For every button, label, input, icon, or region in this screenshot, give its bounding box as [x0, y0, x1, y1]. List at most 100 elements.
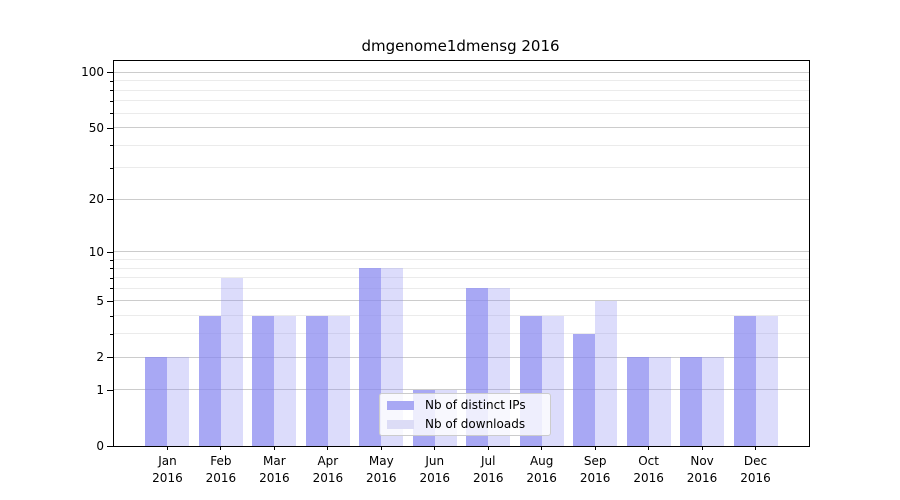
y-tick-label-10: 10	[88, 244, 104, 259]
x-tick-label-jun: Jun 2016	[403, 453, 467, 487]
x-tick-label-mar: Mar 2016	[242, 453, 306, 487]
year-label: 2016	[633, 471, 664, 485]
y-gridline-5	[114, 300, 809, 302]
year-label: 2016	[472, 471, 504, 485]
year-label: 2016	[686, 471, 718, 485]
month-label: Nov	[690, 454, 714, 468]
x-tick-sep	[594, 446, 596, 450]
y-minor-gridline-7	[114, 277, 809, 279]
legend-swatch	[387, 400, 414, 410]
y-tick-label-20: 20	[88, 192, 104, 207]
y-minor-tick-7	[110, 277, 113, 279]
x-tick-label-apr: Apr 2016	[296, 453, 360, 487]
month-label: Jul	[480, 454, 496, 468]
y-gridline-50	[114, 127, 809, 129]
y-tick-10	[107, 251, 113, 253]
y-tick-label-2: 2	[96, 350, 104, 365]
y-minor-tick-3	[110, 333, 113, 335]
y-tick-label-100: 100	[81, 65, 104, 80]
y-minor-tick-8	[110, 268, 113, 270]
bar-nb-of-distinct-ips-mar	[252, 315, 275, 446]
year-label: 2016	[152, 471, 183, 485]
x-tick-label-oct: Oct 2016	[617, 453, 681, 487]
bar-nb-of-downloads-jan	[167, 357, 190, 446]
x-tick-label-jul: Jul 2016	[456, 453, 520, 487]
y-tick-100	[107, 72, 113, 74]
bar-nb-of-distinct-ips-jan	[145, 357, 168, 446]
y-minor-gridline-60	[114, 112, 809, 114]
year-label: 2016	[259, 471, 290, 485]
month-label: Jun	[425, 454, 445, 468]
legend-label: Nb of distinct IPs	[425, 398, 526, 412]
month-label: May	[368, 454, 394, 468]
y-tick-20	[107, 199, 113, 201]
y-minor-tick-6	[110, 288, 113, 290]
year-label: 2016	[419, 471, 451, 485]
y-tick-label-1: 1	[96, 382, 104, 397]
x-tick-feb	[220, 446, 222, 450]
x-tick-dec	[755, 446, 757, 450]
x-tick-label-feb: Feb 2016	[189, 453, 253, 487]
y-gridline-10	[114, 251, 809, 253]
x-tick-label-jan: Jan 2016	[135, 453, 199, 487]
year-label: 2016	[312, 471, 344, 485]
x-tick-apr	[327, 446, 329, 450]
y-gridline-20	[114, 198, 809, 200]
y-gridline-1	[114, 389, 809, 391]
x-tick-jul	[487, 446, 489, 450]
x-tick-label-nov: Nov 2016	[670, 453, 734, 487]
legend-item: Nb of distinct IPs	[380, 397, 550, 414]
bar-nb-of-downloads-oct	[648, 357, 671, 446]
y-tick-label-5: 5	[96, 293, 104, 308]
month-label: Aug	[529, 454, 554, 468]
plot-area: 0 1 2 5 10 20 50 100 Jan 2016 Feb 2016 Mar 2016 Apr 201…	[81, 60, 810, 485]
x-tick-mar	[273, 446, 275, 450]
x-tick-nov	[701, 446, 703, 450]
y-minor-gridline-6	[114, 287, 809, 289]
y-minor-tick-40	[110, 145, 113, 147]
bar-nb-of-distinct-ips-dec	[733, 315, 756, 446]
month-label: Jan	[158, 454, 177, 468]
x-tick-label-sep: Sep 2016	[563, 453, 627, 487]
x-tick-oct	[648, 446, 650, 450]
y-minor-gridline-3	[114, 333, 809, 335]
y-minor-tick-30	[110, 167, 113, 169]
y-tick-5	[107, 300, 113, 302]
x-tick-label-aug: Aug 2016	[510, 453, 574, 487]
bar-nb-of-downloads-mar	[274, 315, 297, 446]
y-tick-2	[107, 357, 113, 359]
month-label: Apr	[317, 454, 339, 468]
bar-nb-of-downloads-nov	[702, 357, 725, 446]
year-label: 2016	[526, 471, 557, 485]
y-minor-tick-90	[110, 80, 113, 82]
year-label: 2016	[366, 471, 397, 485]
y-minor-tick-4	[110, 315, 113, 317]
month-label: Mar	[263, 454, 286, 468]
bar-nb-of-distinct-ips-apr	[305, 315, 328, 446]
y-minor-gridline-40	[114, 144, 809, 146]
y-minor-gridline-80	[114, 89, 809, 91]
y-gridline-100	[114, 71, 809, 73]
x-tick-aug	[541, 446, 543, 450]
bar-nb-of-downloads-dec	[755, 315, 778, 446]
bar-nb-of-downloads-sep	[595, 300, 618, 446]
y-minor-tick-9	[110, 259, 113, 261]
month-label: Oct	[638, 454, 659, 468]
y-minor-tick-60	[110, 113, 113, 115]
y-tick-50	[107, 127, 113, 129]
y-minor-gridline-9	[114, 259, 809, 260]
y-tick-label-50: 50	[88, 120, 104, 135]
x-tick-jan	[166, 446, 168, 450]
legend-label: Nb of downloads	[425, 417, 526, 431]
bar-nb-of-downloads-feb	[220, 277, 243, 446]
bar-nb-of-distinct-ips-nov	[680, 357, 703, 446]
y-minor-gridline-70	[114, 100, 809, 102]
month-label: Feb	[210, 454, 232, 468]
y-minor-gridline-30	[114, 167, 809, 169]
y-minor-gridline-90	[114, 80, 809, 82]
y-tick-1	[107, 389, 113, 391]
year-label: 2016	[205, 471, 237, 485]
month-label: Dec	[743, 454, 768, 468]
legend-item: Nb of downloads	[380, 416, 550, 433]
